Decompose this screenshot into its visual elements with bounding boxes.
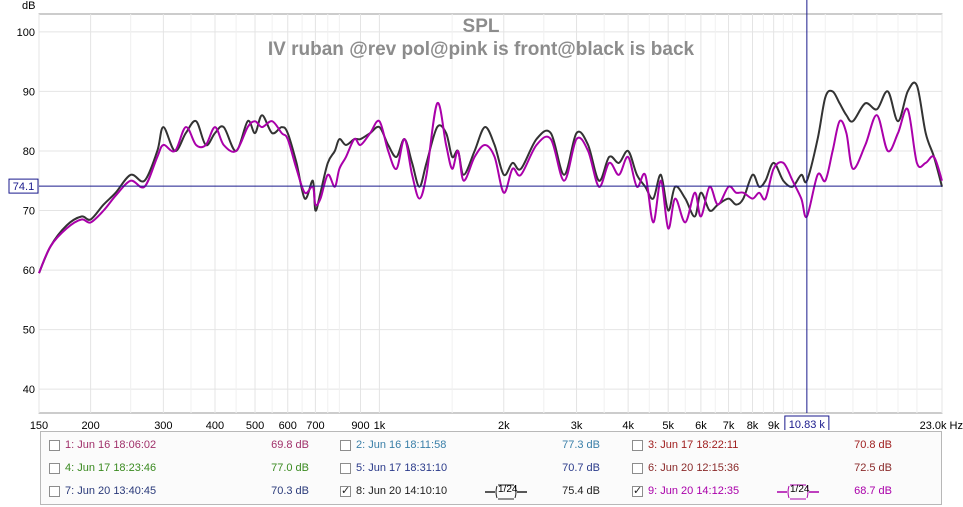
- x-tick-label: 8k: [747, 420, 759, 430]
- legend-measurement-name: 9: Jun 20 14:12:35: [648, 485, 740, 497]
- x-tick-label: 500: [246, 420, 264, 430]
- legend-item[interactable]: 6: Jun 20 12:15:36 72.5 dB: [632, 461, 917, 479]
- legend-measurement-name: 8: Jun 20 14:10:10: [356, 485, 448, 497]
- series-lines: [38, 81, 943, 274]
- x-tick-label: 4k: [622, 420, 634, 430]
- x-tick-label: 600: [279, 420, 297, 430]
- x-tick-label: 5k: [662, 420, 674, 430]
- x-tick-label: 300: [154, 420, 172, 430]
- y-tick-label: 40: [23, 384, 35, 396]
- legend-measurement-name: 3: Jun 17 18:22:11: [648, 439, 739, 451]
- chart-title: SPL: [463, 16, 500, 37]
- legend-measurement-value: 77.3 dB: [562, 439, 600, 451]
- cursor[interactable]: 74.1 10.83 k: [8, 0, 942, 430]
- legend-measurement-value: 70.3 dB: [271, 485, 309, 497]
- legend-measurement-name: 1: Jun 16 18:06:02: [65, 439, 157, 451]
- legend-item[interactable]: 3: Jun 17 18:22:11 70.8 dB: [632, 438, 917, 456]
- legend-checkbox[interactable]: [49, 486, 60, 497]
- y-tick-label: 80: [23, 146, 35, 158]
- legend-measurement-value: 69.8 dB: [271, 439, 309, 451]
- legend-measurement-value: 75.4 dB: [562, 485, 600, 497]
- legend-checkbox[interactable]: [632, 484, 643, 497]
- legend-measurement-value: 68.7 dB: [854, 485, 892, 497]
- legend-item[interactable]: 5: Jun 17 18:31:10 70.7 dB: [340, 461, 625, 479]
- legend-measurement-name: 6: Jun 20 12:15:36: [648, 462, 740, 474]
- grid: [38, 14, 943, 413]
- x-tick-label: 700: [306, 420, 324, 430]
- cursor-y-readout-box: [8, 178, 39, 194]
- legend-checkbox[interactable]: [340, 440, 351, 451]
- legend-item[interactable]: 1: Jun 16 18:06:02 69.8 dB: [49, 438, 334, 456]
- legend-measurement-value: 70.7 dB: [562, 462, 600, 474]
- legend-smoothing-indicator: 1/24: [777, 484, 819, 500]
- legend-checkbox[interactable]: [632, 463, 643, 474]
- legend-measurement-name: 7: Jun 20 13:40:45: [65, 485, 157, 497]
- y-tick-label: 60: [23, 265, 35, 277]
- measurement-legend: 1: Jun 16 18:06:02 69.8 dB 2: Jun 16 18:11…: [40, 431, 942, 505]
- y-tick-label: 100: [17, 27, 35, 39]
- x-tick-label: 400: [206, 420, 224, 430]
- x-tick-label: 9k: [768, 420, 780, 430]
- legend-item[interactable]: 9: Jun 20 14:12:35 1/24 68.7 dB: [632, 484, 917, 502]
- legend-measurement-value: 72.5 dB: [854, 462, 892, 474]
- x-tick-label: 2k: [498, 420, 510, 430]
- legend-item[interactable]: 8: Jun 20 14:10:10 1/24 75.4 dB: [340, 484, 625, 502]
- x-tick-label: 1k: [374, 420, 386, 430]
- y-tick-label: 70: [23, 206, 35, 218]
- legend-item[interactable]: 7: Jun 20 13:40:45 70.3 dB: [49, 484, 334, 502]
- legend-smoothing-label: 1/24: [790, 484, 810, 495]
- legend-checkbox[interactable]: [49, 440, 60, 451]
- series-line-front: [38, 102, 943, 274]
- legend-item[interactable]: 4: Jun 17 18:23:46 77.0 dB: [49, 461, 334, 479]
- chart-subtitle: IV ruban @rev pol@pink is front@black is…: [268, 39, 695, 60]
- legend-measurement-value: 77.0 dB: [271, 462, 309, 474]
- cursor-x-readout-box: [784, 415, 830, 430]
- legend-smoothing-label: 1/24: [498, 484, 518, 495]
- legend-checkbox[interactable]: [340, 484, 351, 497]
- legend-item[interactable]: 2: Jun 16 18:11:58 77.3 dB: [340, 438, 625, 456]
- legend-checkbox[interactable]: [632, 440, 643, 451]
- legend-measurement-name: 5: Jun 17 18:31:10: [356, 462, 448, 474]
- x-tick-label: 3k: [571, 420, 583, 430]
- y-axis-unit-label: dB: [22, 0, 35, 12]
- x-tick-label: 7k: [723, 420, 735, 430]
- plot-area[interactable]: [38, 13, 943, 414]
- tick-labels: 40 50 60 70 80 90 100 150 200 300 400 500 600 700 900 1…: [17, 27, 963, 430]
- legend-checkbox[interactable]: [49, 463, 60, 474]
- spl-chart: dB SPL IV ruban @rev pol@pink is front@b…: [8, 0, 963, 430]
- cursor-x-readout: 10.83 k: [789, 419, 826, 430]
- x-tick-label: 6k: [695, 420, 707, 430]
- x-tick-label: 200: [81, 420, 99, 430]
- series-line-back: [38, 81, 943, 274]
- legend-checkbox[interactable]: [340, 463, 351, 474]
- x-tick-label: 23.0k Hz: [920, 420, 963, 430]
- y-tick-label: 50: [23, 325, 35, 337]
- x-tick-label: 900: [351, 420, 369, 430]
- cursor-y-readout: 74.1: [13, 181, 34, 193]
- legend-measurement-name: 4: Jun 17 18:23:46: [65, 462, 157, 474]
- legend-smoothing-indicator: 1/24: [485, 484, 527, 500]
- y-tick-label: 90: [23, 86, 35, 98]
- x-tick-label: 150: [30, 420, 48, 430]
- legend-measurement-value: 70.8 dB: [854, 439, 892, 451]
- legend-measurement-name: 2: Jun 16 18:11:58: [356, 439, 447, 451]
